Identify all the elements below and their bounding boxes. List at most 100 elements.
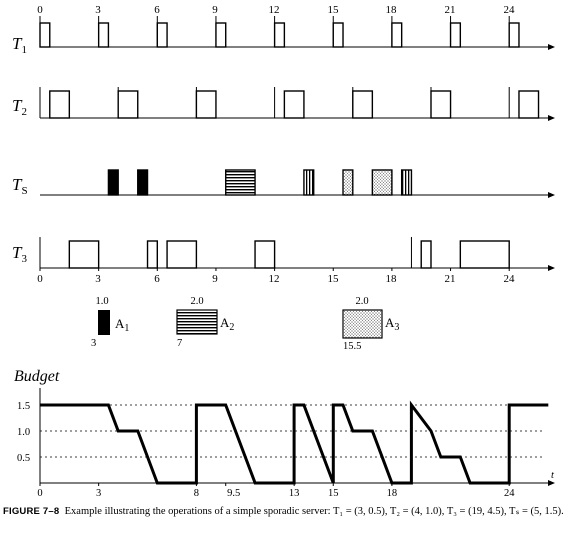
budget-x-tick-label: 3 [96,488,101,499]
exec-block [283,90,305,119]
budget-x-tick-label: 8 [194,488,199,499]
caption-text: Example illustrating the operations of a… [64,506,564,517]
exec-block [166,240,198,269]
timeline-tick-label: 15 [328,273,340,285]
aperiodic-job-a1: 1.0 A1 3 [91,296,129,349]
top-tick-label: 24 [504,4,516,16]
timeline-arrow-icon [548,44,555,50]
exec-block [107,169,119,196]
exec-block [518,90,540,119]
top-tick-label: 6 [154,4,160,16]
top-axis: 0 3 6 9 12 15 18 21 24 [37,4,515,16]
budget-x-tick-label: 24 [504,488,515,499]
job-exec-time: 2.0 [355,296,368,307]
job-name: A1 [115,316,129,334]
job-exec-time: 2.0 [190,296,203,307]
job-release: 15.5 [343,341,361,352]
aperiodic-job-a3: 2.0 A3 15.5 [342,296,399,352]
exec-block [137,169,149,196]
exec-block [273,22,286,48]
timeline-tick-label: 18 [386,273,398,285]
job-name: A3 [385,315,399,333]
job-a3-box [342,309,383,339]
top-tick-label: 21 [445,4,456,16]
exec-block [303,169,315,196]
timeline-tick-label: 12 [269,273,280,285]
exec-block [146,240,158,269]
job-name: A2 [220,315,234,333]
timeline-arrow-icon [548,265,555,271]
top-tick-label: 18 [386,4,398,16]
timeline-axis-labels: 0 3 6 9 12 15 18 21 24 [37,273,515,285]
task-label-t3: T3 [12,243,27,265]
exec-block [400,169,413,196]
row-t2 [39,87,555,121]
exec-block [97,22,110,48]
exec-block [352,90,374,119]
timeline-arrow-icon [548,115,555,121]
top-tick-label: 15 [328,4,340,16]
timeline-tick-label: 3 [95,273,101,285]
top-tick-label: 3 [95,4,101,16]
x-axis-label: t [551,470,555,481]
timeline-tick-label: 24 [504,273,516,285]
x-axis-arrow-icon [548,480,555,486]
aperiodic-job-a2: 2.0 A2 7 [176,296,234,349]
task-label-ts: TS [12,175,28,197]
timeline-tick-label: 9 [212,273,218,285]
exec-block [117,90,139,119]
exec-block [342,169,354,196]
exec-block [68,240,100,269]
budget-x-tick-label: 0 [37,488,42,499]
task-label-t2: T2 [12,96,27,118]
exec-block [459,240,510,269]
budget-title: Budget [14,368,60,385]
caption-number: FIGURE 7–8 [3,506,60,517]
job-a1-box [98,310,110,335]
budget-x-ticks: 0 3 8 9.5 13 15 18 24 [37,483,515,499]
timeline-tick-label: 0 [37,273,43,285]
schedule-figure: 0 3 6 9 12 15 18 21 24 T1 T2 TS T3 0 3 6… [12,4,555,499]
budget-chart: Budget t 1.5 1.0 0.5 0 3 8 9.5 13 15 18 24 [14,368,555,499]
timeline-tick-label: 21 [445,273,456,285]
exec-block [49,90,71,119]
exec-block [215,22,227,48]
job-exec-time: 1.0 [95,296,108,307]
exec-block [371,169,393,196]
exec-block [39,22,51,48]
job-release: 7 [177,338,182,349]
top-tick-label: 12 [269,4,280,16]
budget-x-tick-label: 18 [387,488,398,499]
figure-caption: FIGURE 7–8 Example illustrating the oper… [3,505,573,519]
top-tick-label: 0 [37,4,43,16]
exec-block [156,22,168,48]
row-ts [40,169,555,198]
timeline-rows [39,16,555,271]
timeline-arrow-icon [548,192,555,198]
exec-block [391,22,403,48]
budget-x-tick-label: 15 [328,488,339,499]
exec-block [420,240,432,269]
exec-block [195,90,217,119]
exec-block [508,22,520,48]
budget-y-tick-label: 1.5 [17,401,30,412]
timeline-tick-label: 6 [154,273,160,285]
row-t3 [39,237,555,271]
budget-x-tick-label: 9.5 [227,488,240,499]
task-labels: T1 T2 TS T3 [12,34,28,265]
top-tick-label: 9 [212,4,218,16]
budget-x-tick-label: 13 [289,488,300,499]
budget-y-tick-label: 0.5 [17,453,30,464]
exec-block [254,240,276,269]
exec-block [225,169,256,196]
budget-curve [40,400,549,485]
task-label-t1: T1 [12,34,27,56]
exec-block [430,90,452,119]
exec-block [449,22,462,48]
exec-block [332,22,344,48]
budget-y-tick-label: 1.0 [17,427,30,438]
row-t1 [39,16,555,50]
aperiodic-job-legend: 1.0 A1 3 2.0 A2 7 2.0 A3 15.5 [91,296,399,352]
job-release: 3 [91,338,96,349]
job-a2-box [176,309,218,335]
